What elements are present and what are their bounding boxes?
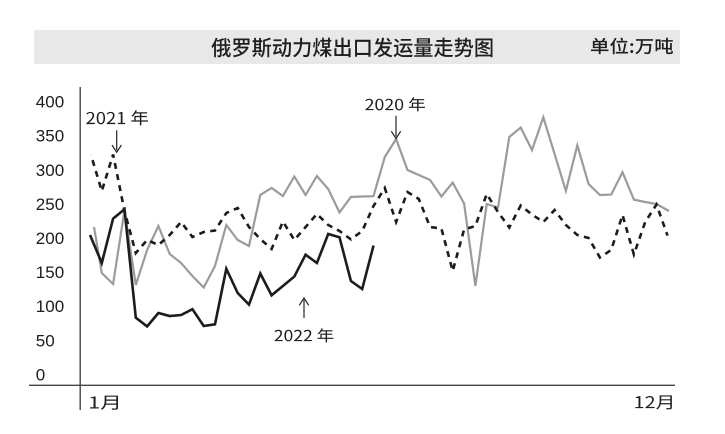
svg-text:400: 400 bbox=[36, 93, 64, 112]
svg-text:200: 200 bbox=[36, 229, 64, 248]
svg-text:300: 300 bbox=[36, 161, 64, 180]
svg-text:250: 250 bbox=[36, 195, 64, 214]
svg-text:0: 0 bbox=[36, 365, 45, 384]
svg-text:150: 150 bbox=[36, 263, 64, 282]
svg-text:350: 350 bbox=[36, 127, 64, 146]
svg-text:50: 50 bbox=[36, 331, 55, 350]
svg-text:100: 100 bbox=[36, 297, 64, 316]
